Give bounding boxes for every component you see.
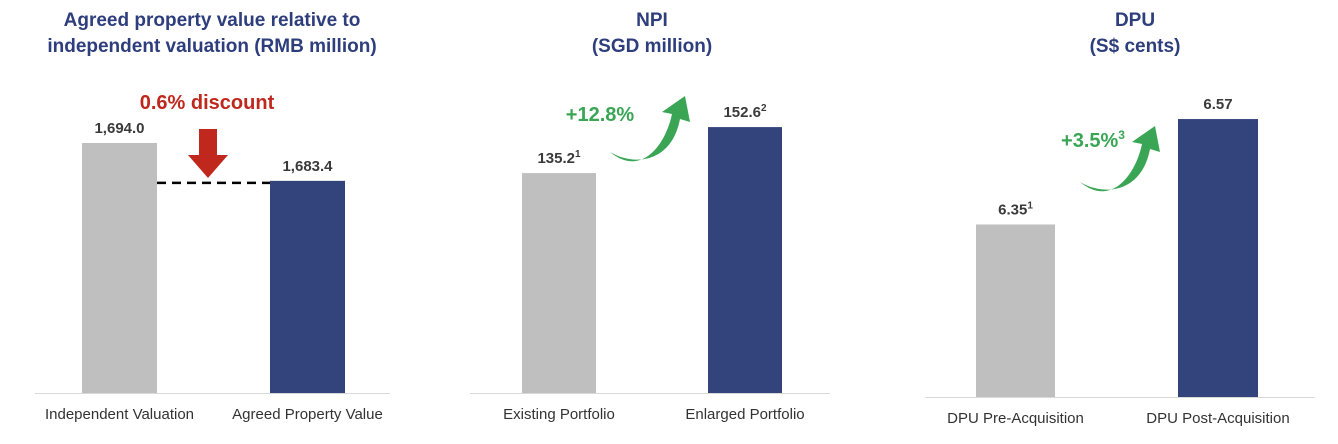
bar-2 <box>270 180 345 393</box>
data-label: 1,683.4 <box>282 158 333 175</box>
data-label: 6.351 <box>998 200 1033 218</box>
chart-title: (SGD million) <box>592 36 712 57</box>
chart-1: Agreed property value relative to indepen… <box>35 10 390 423</box>
chart-title: DPU <box>1115 10 1155 31</box>
category-label: Agreed Property Value <box>232 406 383 423</box>
category-label: Existing Portfolio <box>503 406 615 423</box>
chart-title: NPI <box>636 10 668 31</box>
annotation-text: +3.5%3 <box>1061 128 1125 152</box>
annotation-text: +12.8% <box>566 104 635 126</box>
bar-1 <box>976 224 1055 397</box>
chart-title: (S$ cents) <box>1090 36 1181 57</box>
category-label: Independent Valuation <box>45 406 194 423</box>
bar-1 <box>82 143 157 393</box>
bar-2 <box>708 127 782 393</box>
chart-2: NPI (SGD million) 135.21 Existing Portfolio… <box>470 10 830 423</box>
data-label: 6.57 <box>1203 96 1232 113</box>
down-arrow-icon <box>188 129 228 178</box>
data-label: 1,694.0 <box>94 120 144 137</box>
bar-2 <box>1178 119 1258 397</box>
chart-title: independent valuation (RMB million) <box>47 36 376 57</box>
category-label: Enlarged Portfolio <box>685 406 804 423</box>
category-label: DPU Pre-Acquisition <box>947 410 1084 427</box>
chart-3: DPU (S$ cents) 6.351 DPU Pre-Acquisition 6.5… <box>925 10 1315 427</box>
data-label: 152.62 <box>723 103 767 121</box>
bar-1 <box>522 173 596 393</box>
curved-up-arrow-icon <box>610 96 690 162</box>
chart-title: Agreed property value relative to <box>64 10 361 31</box>
category-label: DPU Post-Acquisition <box>1146 410 1289 427</box>
annotation-text: 0.6% discount <box>140 92 275 114</box>
curved-up-arrow-icon <box>1080 126 1160 192</box>
data-label: 135.21 <box>537 149 581 167</box>
